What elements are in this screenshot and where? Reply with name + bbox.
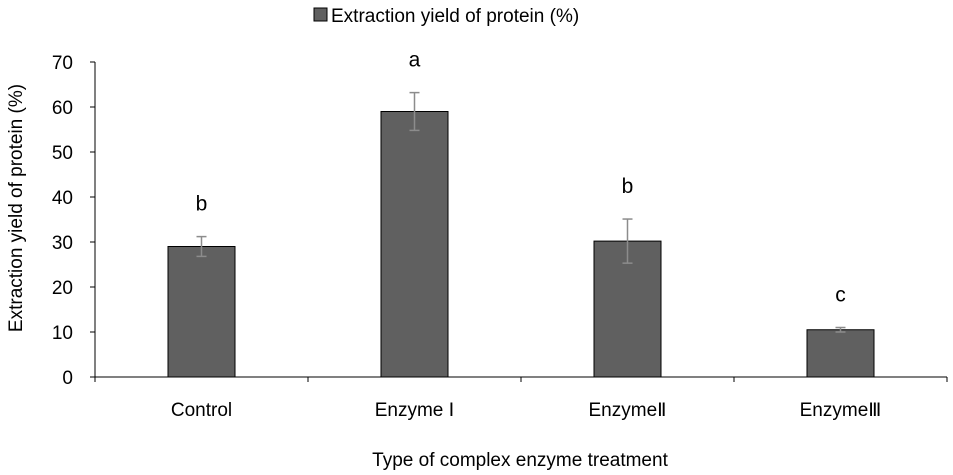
significance-letter: a — [409, 49, 421, 72]
x-tick-label: Control — [171, 400, 232, 421]
significance-letter: c — [835, 284, 846, 307]
error-bar — [622, 218, 633, 264]
error-bar — [835, 326, 846, 333]
y-tick-label: 50 — [52, 143, 73, 164]
bar — [380, 111, 449, 378]
y-tick-label: 20 — [52, 278, 73, 299]
y-axis-title: Extraction yield of protein (%) — [6, 84, 27, 332]
legend-swatch — [313, 7, 328, 22]
y-tick-label: 10 — [52, 323, 73, 344]
y-axis-ticks: 0 10 20 30 40 50 60 70 — [52, 53, 95, 389]
x-tick-label: EnzymeⅢ — [800, 400, 882, 421]
y-tick-label: 0 — [62, 368, 73, 389]
y-tick-label: 40 — [52, 188, 73, 209]
legend-label: Extraction yield of protein (%) — [331, 6, 579, 27]
significance-letter: b — [196, 193, 208, 216]
x-axis-title: Type of complex enzyme treatment — [372, 450, 668, 471]
x-axis-ticks — [94, 377, 948, 382]
significance-letters: b a b c — [196, 49, 846, 307]
x-tick-label: EnzymeⅡ — [589, 400, 667, 421]
y-tick-label: 30 — [52, 233, 73, 254]
significance-letter: b — [622, 175, 634, 198]
error-bars — [196, 91, 846, 333]
x-tick-label: Enzyme Ⅰ — [375, 400, 455, 421]
error-bar — [409, 91, 420, 132]
y-tick-label: 60 — [52, 98, 73, 119]
error-bar — [196, 235, 207, 258]
legend: Extraction yield of protein (%) — [313, 6, 579, 27]
bar — [806, 329, 875, 378]
y-tick-label: 70 — [52, 53, 73, 74]
x-tick-labels: Control Enzyme Ⅰ EnzymeⅡ EnzymeⅢ — [171, 400, 881, 421]
bars — [167, 111, 875, 378]
bar — [167, 246, 236, 378]
